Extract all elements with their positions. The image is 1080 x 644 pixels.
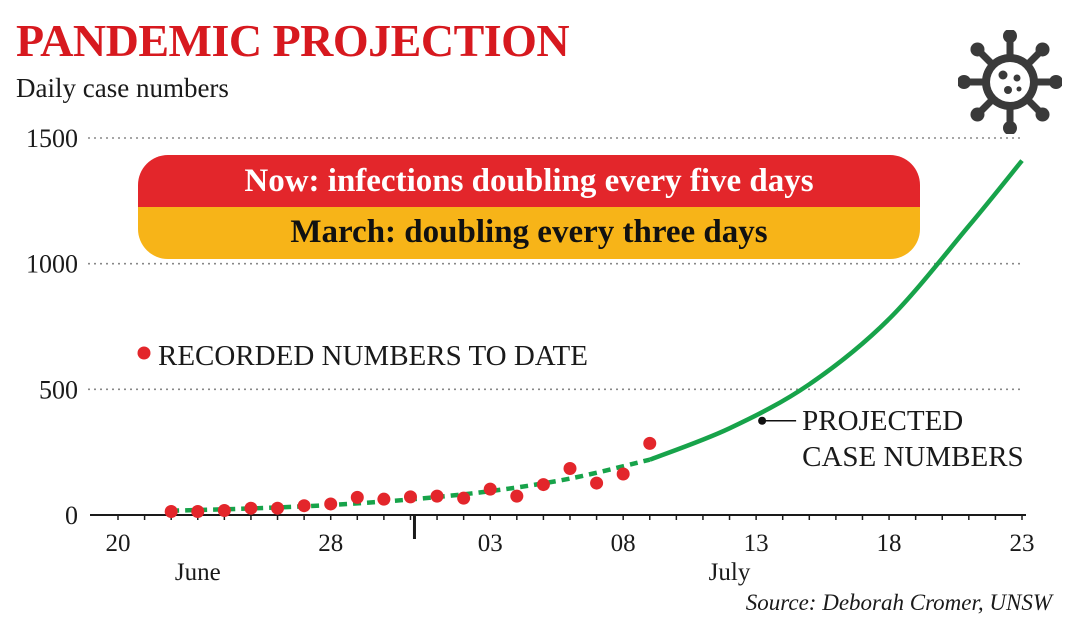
recorded-point [217, 503, 231, 517]
recorded-point [324, 497, 338, 511]
recorded-point [271, 501, 285, 515]
month-label: July [709, 559, 751, 586]
recorded-point [536, 478, 550, 492]
recorded-point [643, 436, 657, 450]
x-tick-label: 08 [611, 530, 636, 557]
legend-label: RECORDED NUMBERS TO DATE [158, 340, 588, 372]
recorded-point [457, 491, 471, 505]
y-tick-label: 500 [39, 375, 78, 404]
month-label: June [175, 559, 221, 586]
x-tick-label: 28 [318, 530, 343, 557]
recorded-point [350, 490, 364, 504]
source-credit: Source: Deborah Cromer, UNSW [745, 590, 1052, 615]
chart-title: PANDEMIC PROJECTION [16, 15, 570, 66]
chart-subtitle: Daily case numbers [16, 73, 229, 103]
projected-curve [648, 159, 1024, 462]
virus-icon [958, 30, 1062, 134]
annotation-label: PROJECTED [802, 405, 963, 437]
legend-marker [137, 346, 151, 360]
recorded-point [297, 499, 311, 513]
x-tick-label: 20 [106, 530, 131, 557]
recorded-point [164, 504, 178, 518]
recorded-point [483, 482, 497, 496]
recorded-point [377, 492, 391, 506]
x-tick-label: 18 [877, 530, 902, 557]
x-tick-label: 23 [1010, 530, 1035, 557]
recorded-point [430, 489, 444, 503]
recorded-point [563, 462, 577, 476]
recorded-point [244, 501, 258, 515]
annotation-label: CASE NUMBERS [802, 441, 1024, 473]
recorded-point [191, 504, 205, 518]
banner-march-text: March: doubling every three days [138, 207, 920, 259]
recorded-point [510, 489, 524, 503]
doubling-banner: Now: infections doubling every five days… [138, 155, 920, 259]
recorded-point [616, 467, 630, 481]
x-tick-label: 13 [744, 530, 769, 557]
y-tick-label: 0 [65, 501, 78, 530]
recorded-point [590, 476, 604, 490]
banner-now-text: Now: infections doubling every five days [138, 155, 920, 207]
y-tick-label: 1500 [26, 124, 78, 153]
y-tick-label: 1000 [26, 250, 78, 279]
x-tick-label: 03 [478, 530, 503, 557]
recorded-point [403, 490, 417, 504]
